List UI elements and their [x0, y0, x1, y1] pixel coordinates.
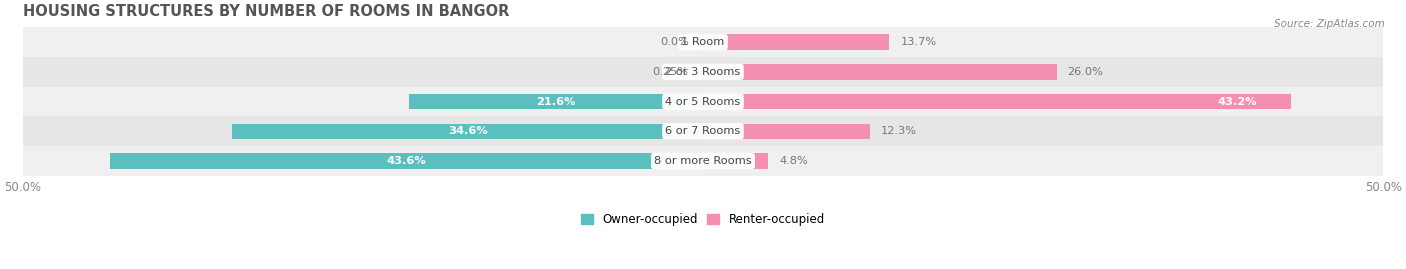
Bar [703, 123, 870, 139]
Text: 1 Room: 1 Room [682, 37, 724, 47]
Text: 13.7%: 13.7% [900, 37, 936, 47]
Text: 26.0%: 26.0% [1067, 67, 1104, 77]
Text: 2 or 3 Rooms: 2 or 3 Rooms [665, 67, 741, 77]
Bar [22, 87, 1384, 116]
Bar [409, 94, 703, 109]
Bar [22, 116, 1384, 146]
Text: 21.6%: 21.6% [536, 97, 576, 107]
Text: 43.2%: 43.2% [1218, 97, 1257, 107]
Bar [22, 27, 1384, 57]
Bar [22, 146, 1384, 176]
Text: 8 or more Rooms: 8 or more Rooms [654, 156, 752, 166]
Text: 0.0%: 0.0% [661, 37, 689, 47]
Text: HOUSING STRUCTURES BY NUMBER OF ROOMS IN BANGOR: HOUSING STRUCTURES BY NUMBER OF ROOMS IN… [22, 4, 509, 19]
Bar [22, 57, 1384, 87]
Text: 4 or 5 Rooms: 4 or 5 Rooms [665, 97, 741, 107]
Text: 6 or 7 Rooms: 6 or 7 Rooms [665, 126, 741, 136]
Text: 12.3%: 12.3% [882, 126, 917, 136]
Bar [703, 34, 890, 50]
Legend: Owner-occupied, Renter-occupied: Owner-occupied, Renter-occupied [581, 214, 825, 226]
Text: 0.25%: 0.25% [652, 67, 689, 77]
Bar [700, 64, 703, 80]
Bar [703, 94, 1291, 109]
Bar [110, 153, 703, 169]
Text: 34.6%: 34.6% [447, 126, 488, 136]
Text: 43.6%: 43.6% [387, 156, 426, 166]
Bar [703, 153, 768, 169]
Bar [703, 64, 1057, 80]
Text: Source: ZipAtlas.com: Source: ZipAtlas.com [1274, 19, 1385, 29]
Text: 4.8%: 4.8% [779, 156, 808, 166]
Bar [232, 123, 703, 139]
